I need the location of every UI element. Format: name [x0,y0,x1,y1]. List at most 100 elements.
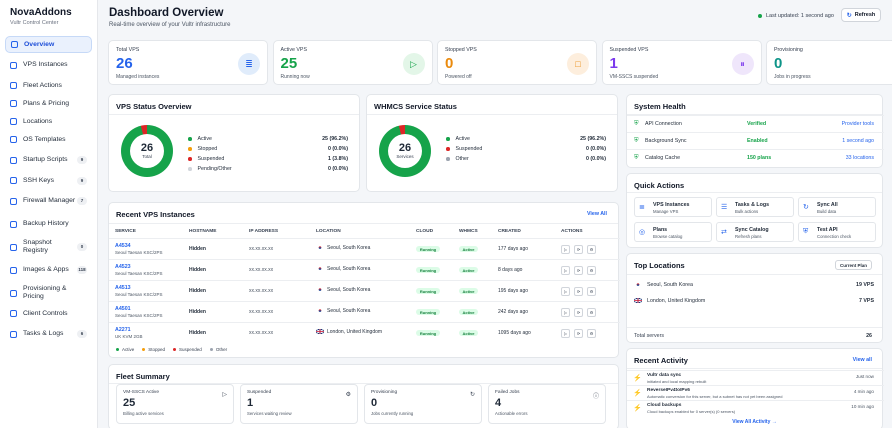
activity-title: Vultr data sync [647,373,682,378]
quick-action-sync-catalog[interactable]: ⇄ Sync Catalog Refresh plans [716,222,794,242]
location-name: Seoul, South Korea [327,287,371,293]
sidebar-item-tasks-logs[interactable]: Tasks & Logs 6 [5,323,92,345]
stat-subtitle: Running now [280,74,310,80]
location-name: Seoul, South Korea [647,282,693,288]
legend-item: Stopped 0 (0.0%) [188,146,348,152]
restart-icon[interactable]: ⟳ [574,245,583,254]
service-cell: A4513 Seoul Taesan KSC/2PS [115,285,162,297]
whmcs-status-badge: Active [459,288,478,294]
sidebar-item-overview[interactable]: Overview [5,36,92,53]
service-id-link[interactable]: A2271 [115,327,131,333]
quick-action-icon: ⇄ [721,229,727,236]
health-link[interactable]: 1 second ago [842,138,874,144]
activity-time: 4 min ago [853,389,874,394]
settings-icon[interactable]: ⚙ [587,266,596,275]
quick-action-subtitle: Browse catalog [653,234,683,239]
quick-action-sync-all[interactable]: ↻ Sync All Build data [798,197,876,217]
start-icon[interactable]: ▷ [561,329,570,338]
service-plan: Seoul Taesan KSC/2PS [115,292,163,297]
table-row[interactable]: A4513 Seoul Taesan KSC/2PS Hidden xx.xx.xx.… [109,280,620,301]
quick-action-tasks-logs[interactable]: ☰ Tasks & Logs Bulk actions [716,197,794,217]
code-icon [10,156,17,164]
refresh-button[interactable]: ↻ Refresh [841,8,881,22]
restart-icon[interactable]: ⟳ [574,266,583,275]
restart-icon[interactable]: ⟳ [574,308,583,317]
sidebar-item-backup-history[interactable]: Backup History [5,213,92,235]
whmcs-status-badge: Active [459,267,478,273]
legend-dot [188,147,192,151]
sidebar-item-fleet-actions[interactable]: Fleet Actions [5,77,92,94]
current-plan-button[interactable]: Current Plan [834,260,872,270]
settings-icon[interactable]: ⚙ [587,329,596,338]
hostname-cell: Hidden [189,288,206,294]
settings-icon[interactable]: ⚙ [587,245,596,254]
service-id-link[interactable]: A4523 [115,264,131,270]
stat-value: 0 [774,55,783,72]
service-id-link[interactable]: A4513 [115,285,131,291]
location-name: London, United Kingdom [327,329,383,335]
start-icon[interactable]: ▷ [561,308,570,317]
sidebar-item-label: Locations [23,117,53,125]
restart-icon[interactable]: ⟳ [574,329,583,338]
location-cell: London, United Kingdom [315,328,383,335]
fleet-card-subtitle: Billing active services [123,411,164,416]
ip-cell: xx.xx.xx.xx [249,309,274,315]
brand-subtitle: Vultr Control Center [10,20,59,26]
service-id-link[interactable]: A4534 [115,243,131,249]
stat-card-active-vps: Active VPS 25 Running now ▷ [272,40,433,85]
start-icon[interactable]: ▷ [561,266,570,275]
sidebar-item-label: Provisioning & Pricing [23,285,67,300]
table-row[interactable]: A4501 Seoul Taesan KSC/2PS Hidden xx.xx.xx.… [109,301,620,322]
stat-subtitle: Jobs in progress [774,74,811,80]
fleet-card-value: 1 [247,397,254,409]
table-row[interactable]: A4534 Seoul Taesan KSC/2PS Hidden xx.xx.xx.… [109,238,620,259]
stat-icon: ▷ [402,53,425,75]
sidebar-item-firewall-manager[interactable]: Firewall Manager 7 [5,190,92,212]
quick-action-vps-instances[interactable]: ≣ VPS Instances Manage VPS [634,197,712,217]
sidebar-item-provisioning-pricing[interactable]: Provisioning & Pricing [5,282,92,304]
settings-icon[interactable]: ⚙ [587,287,596,296]
hostname-cell: Hidden [189,267,206,273]
service-id-link[interactable]: A4501 [115,306,131,312]
view-all-activity-link[interactable]: View All Activity → [732,419,777,425]
refresh-label: Refresh [854,12,876,18]
fleet-card-subtitle: Actionable errors [495,411,528,416]
legend-label: Suspended [179,347,202,352]
legend-value: 25 (96.2%) [322,136,348,142]
sidebar-item-images-apps[interactable]: Images & Apps 118 [5,259,92,281]
sidebar-item-ssh-keys[interactable]: SSH Keys 9 [5,172,92,189]
start-icon[interactable]: ▷ [561,245,570,254]
sidebar-item-client-controls[interactable]: Client Controls [5,305,92,322]
sidebar-item-plans-pricing[interactable]: Plans & Pricing [5,95,92,112]
start-icon[interactable]: ▷ [561,287,570,296]
sidebar-nav: Overview VPS Instances Fleet Actions Plans … [0,36,97,345]
quick-action-subtitle: Connection check [817,234,852,239]
column-header: CREATED [498,229,521,234]
legend-label: Active [122,347,135,352]
fleet-card-value: 4 [495,397,502,409]
legend-label: Active [455,136,470,142]
recent-view-all-link[interactable]: View All [586,211,607,217]
sidebar-item-label: Fleet Actions [23,81,62,89]
quick-action-plans[interactable]: ◎ Plans Browse catalog [634,222,712,242]
legend-dot [446,147,450,151]
sidebar-item-snapshot-registry[interactable]: Snapshot Registry 0 [5,236,92,258]
sidebar-item-locations[interactable]: Locations [5,113,92,130]
sidebar-item-vps-instances[interactable]: VPS Instances [5,54,92,76]
activity-item: ⚡ ReverseIPv4toIPv6 Automatic conversion f… [627,385,884,399]
settings-icon[interactable]: ⚙ [587,308,596,317]
server-icon [10,61,17,69]
table-row[interactable]: A2271 UK KVM 2GB Hidden xx.xx.xx.xx London, … [109,322,620,343]
table-row[interactable]: A4523 Seoul Taesan KSC/2PS Hidden xx.xx.xx.… [109,259,620,280]
activity-view-all-link[interactable]: View all [852,357,872,363]
health-link[interactable]: Provider tools [841,121,874,127]
quick-action-test-api[interactable]: ⛨ Test API Connection check [798,222,876,242]
health-link[interactable]: 33 locations [845,155,874,161]
activity-title: Cloud backups [647,403,682,408]
quick-action-title: Test API [817,227,838,233]
health-row: ⛨ API Connection Verified Provider tools [627,115,884,132]
sidebar-item-startup-scripts[interactable]: Startup Scripts 9 [5,149,92,171]
restart-icon[interactable]: ⟳ [574,287,583,296]
flag-kr-icon [316,245,324,251]
sidebar-item-os-templates[interactable]: OS Templates [5,131,92,148]
